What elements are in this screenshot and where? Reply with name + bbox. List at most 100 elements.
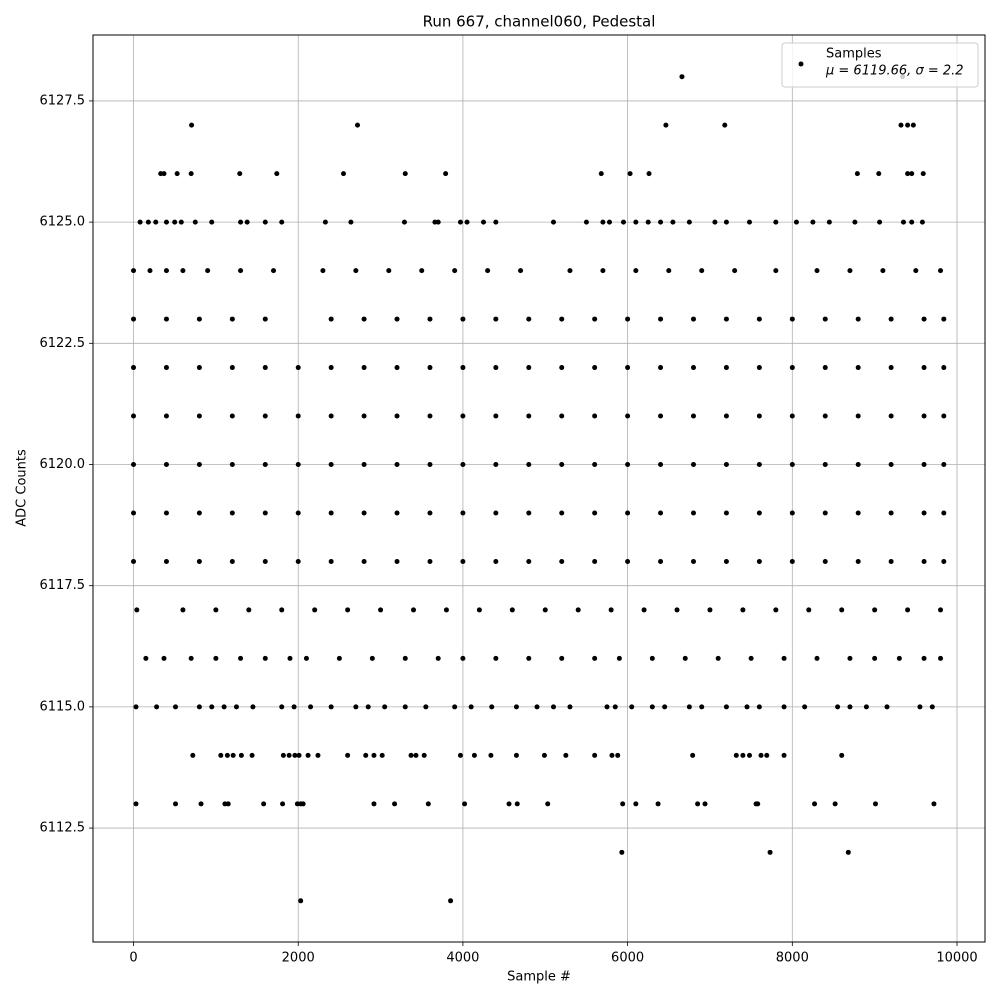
data-point (196, 510, 202, 516)
data-point (262, 413, 268, 419)
data-point (443, 607, 449, 613)
data-point (261, 801, 267, 807)
data-point (427, 413, 433, 419)
data-point (905, 171, 911, 177)
data-point (658, 365, 664, 371)
data-point (237, 171, 243, 177)
data-point (229, 510, 235, 516)
data-point (485, 268, 491, 274)
data-point (855, 413, 861, 419)
data-point (941, 558, 947, 564)
data-point (835, 704, 841, 710)
data-point (419, 268, 425, 274)
data-point (806, 607, 812, 613)
data-point (163, 219, 169, 225)
data-point (707, 607, 713, 613)
data-point (756, 510, 762, 516)
data-point (493, 462, 499, 468)
data-point (619, 849, 625, 855)
data-point (133, 704, 139, 710)
data-point (328, 316, 334, 322)
data-point (452, 268, 458, 274)
plot-frame (92, 34, 986, 943)
data-point (822, 558, 828, 564)
data-point (839, 607, 845, 613)
data-point (941, 316, 947, 322)
data-point (921, 413, 927, 419)
data-point (748, 655, 754, 661)
data-point (534, 704, 540, 710)
data-point (361, 413, 367, 419)
data-point (645, 219, 651, 225)
data-point (305, 752, 311, 758)
data-point (238, 655, 244, 661)
x-tick-label: 10000 (936, 951, 977, 966)
data-point (921, 558, 927, 564)
data-point (909, 171, 915, 177)
data-point (408, 752, 414, 758)
data-point (723, 558, 729, 564)
data-point (460, 316, 466, 322)
data-point (880, 268, 886, 274)
data-point (394, 462, 400, 468)
data-point (345, 752, 351, 758)
data-point (690, 316, 696, 322)
data-point (740, 607, 746, 613)
data-point (822, 365, 828, 371)
data-point (163, 365, 169, 371)
data-point (723, 413, 729, 419)
data-point (686, 704, 692, 710)
data-point (723, 316, 729, 322)
data-point (296, 752, 302, 758)
data-point (423, 704, 429, 710)
data-point (425, 801, 431, 807)
data-point (427, 462, 433, 468)
data-point (541, 752, 547, 758)
data-point (877, 219, 883, 225)
data-point (218, 752, 224, 758)
data-point (361, 558, 367, 564)
data-point (460, 655, 466, 661)
data-point (884, 704, 890, 710)
data-point (221, 704, 227, 710)
data-point (452, 704, 458, 710)
data-point (699, 704, 705, 710)
data-point (489, 704, 495, 710)
data-point (583, 219, 589, 225)
x-tick-label: 8000 (776, 951, 809, 966)
data-point (274, 171, 280, 177)
data-point (361, 462, 367, 468)
data-point (773, 607, 779, 613)
data-point (476, 607, 482, 613)
data-point (545, 801, 551, 807)
data-point (402, 655, 408, 661)
data-point (888, 316, 894, 322)
data-point (699, 268, 705, 274)
data-point (658, 510, 664, 516)
data-point (746, 219, 752, 225)
data-point (723, 219, 729, 225)
data-point (493, 510, 499, 516)
data-point (559, 365, 565, 371)
data-point (246, 607, 252, 613)
data-point (229, 558, 235, 564)
data-point (854, 171, 860, 177)
data-point (382, 704, 388, 710)
data-point (401, 219, 407, 225)
data-point (379, 752, 385, 758)
data-point (322, 219, 328, 225)
data-point (209, 704, 215, 710)
data-point (435, 655, 441, 661)
data-point (616, 655, 622, 661)
data-point (666, 268, 672, 274)
data-point (328, 510, 334, 516)
data-point (308, 704, 314, 710)
data-point (722, 122, 728, 128)
data-point (847, 268, 853, 274)
data-point (941, 462, 947, 468)
data-point (855, 316, 861, 322)
data-point (855, 462, 861, 468)
data-point (876, 171, 882, 177)
data-point (756, 558, 762, 564)
data-point (789, 413, 795, 419)
